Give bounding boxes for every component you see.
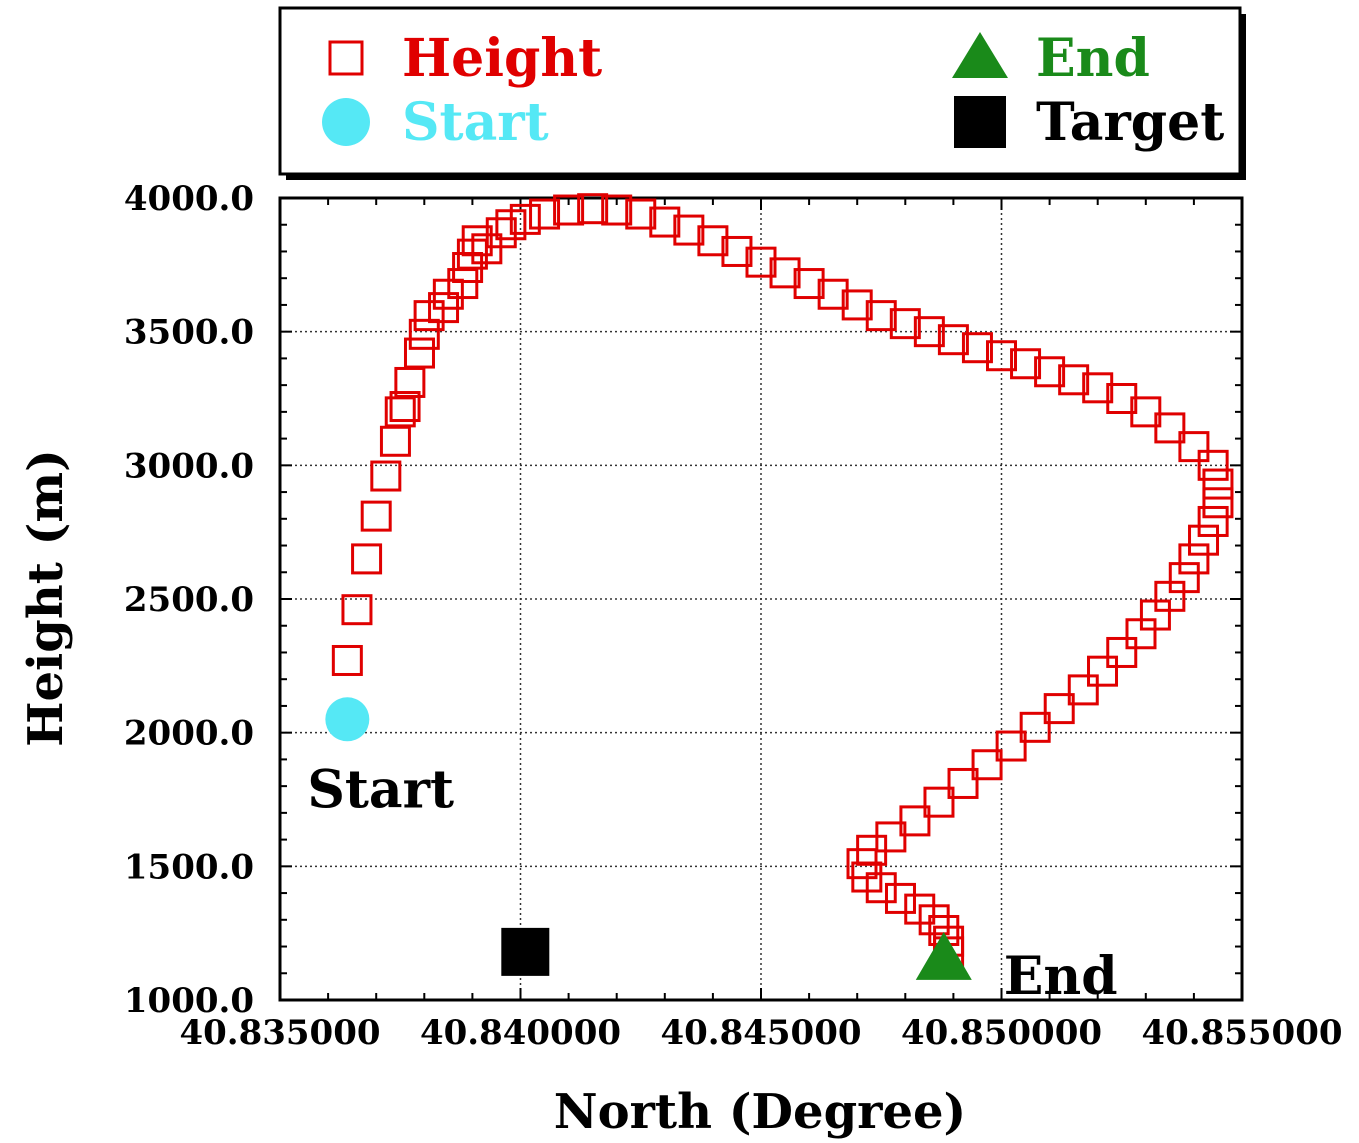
axis-ticks	[279, 197, 1243, 1001]
height-point	[697, 225, 729, 257]
x-axis-title: North (Degree)	[554, 1084, 966, 1140]
height-point	[577, 193, 609, 225]
height-point	[1178, 431, 1210, 463]
height-point	[913, 316, 945, 348]
height-point	[793, 268, 825, 300]
height-point	[1058, 364, 1090, 396]
legend-label: Height	[402, 28, 602, 89]
y-tick-label: 3000.0	[124, 446, 254, 486]
annotation-label: End	[1004, 946, 1118, 1007]
height-point	[351, 543, 383, 575]
height-point	[331, 644, 363, 676]
legend-label: End	[1036, 28, 1150, 89]
height-point	[721, 235, 753, 267]
height-point	[745, 246, 777, 278]
height-point	[841, 289, 873, 321]
legend-label: Start	[402, 92, 549, 153]
height-point	[529, 198, 561, 230]
height-point	[1034, 356, 1066, 388]
height-point	[360, 500, 392, 532]
height-point	[1202, 468, 1234, 500]
height-point	[1197, 449, 1229, 481]
height-point	[1106, 636, 1138, 668]
height-point	[601, 194, 633, 226]
height-point	[1154, 412, 1186, 444]
height-point	[553, 194, 585, 226]
height-point	[923, 786, 955, 818]
height-point	[370, 460, 402, 492]
height-point	[889, 308, 921, 340]
tick-labels: 40.835000 40.840000 40.845000 40.850000 40.8…	[124, 179, 1343, 1053]
height-point	[1043, 693, 1075, 725]
legend-marker-height	[328, 40, 364, 76]
legend-item: Height	[328, 28, 602, 89]
height-point	[673, 214, 705, 246]
y-tick-label: 1500.0	[124, 847, 254, 887]
x-tick-label: 40.840000	[420, 1013, 621, 1053]
end-point	[915, 931, 972, 980]
height-point	[865, 872, 897, 904]
height-point	[389, 391, 421, 423]
height-point	[1019, 711, 1051, 743]
legend-item: Start	[322, 92, 549, 153]
height-point	[947, 767, 979, 799]
height-point	[986, 340, 1017, 372]
height-point	[899, 805, 931, 837]
y-tick-label: 2000.0	[124, 714, 254, 754]
height-point	[884, 882, 916, 914]
height-point	[971, 749, 1003, 781]
x-tick-label: 40.845000	[660, 1013, 861, 1053]
height-point	[649, 206, 681, 238]
grid	[280, 198, 1242, 1000]
legend-item: Target	[954, 92, 1224, 153]
legend-marker-end	[952, 32, 1008, 78]
height-point	[1087, 655, 1119, 687]
height-point	[961, 332, 993, 364]
annotation-label: Start	[307, 759, 454, 820]
height-point	[341, 594, 373, 626]
y-tick-label: 4000.0	[124, 179, 254, 219]
height-point	[461, 225, 493, 257]
x-tick-label: 40.850000	[901, 1013, 1102, 1053]
annotations: Start End	[307, 759, 1117, 1007]
height-point	[1197, 505, 1229, 537]
height-point	[1082, 372, 1114, 404]
height-point	[769, 257, 801, 289]
target-point	[501, 927, 550, 976]
x-tick-label: 40.855000	[1141, 1013, 1342, 1053]
height-point	[1130, 396, 1162, 428]
legend-box	[278, 6, 1242, 176]
height-point	[1010, 348, 1042, 380]
legend-marker-start	[322, 98, 370, 146]
height-point	[1178, 543, 1210, 575]
height-point	[1067, 674, 1099, 706]
height-point	[865, 300, 897, 332]
data-marks	[325, 193, 1234, 980]
y-tick-label: 1000.0	[124, 981, 254, 1021]
height-point	[403, 337, 435, 369]
height-point	[625, 198, 657, 230]
y-tick-label: 2500.0	[124, 580, 254, 620]
height-point	[817, 278, 849, 310]
height-point	[509, 203, 541, 235]
height-point	[1125, 618, 1157, 650]
height-point	[408, 318, 440, 350]
legend-marker-target	[954, 96, 1006, 148]
height-point	[995, 730, 1027, 762]
y-tick-label: 3500.0	[124, 313, 254, 353]
legend-item: End	[952, 28, 1150, 89]
height-point	[937, 324, 969, 356]
y-axis-title: Height (m)	[18, 449, 74, 747]
x-tick-label: 40.835000	[179, 1013, 380, 1053]
start-point	[325, 697, 370, 742]
legend-label: Target	[1036, 92, 1224, 153]
height-point	[1188, 524, 1220, 556]
height-point	[1202, 487, 1234, 519]
